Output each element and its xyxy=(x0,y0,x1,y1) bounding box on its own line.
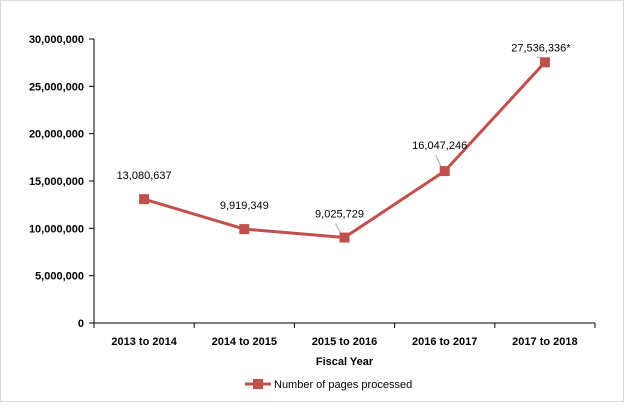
data-labels: 13,080,637 9,919,349 9,025,729 16,047,246 27… xyxy=(117,42,571,233)
legend: Number of pages processed xyxy=(245,379,412,391)
x-tick-label: 2016 to 2017 xyxy=(412,336,477,348)
x-tick-label: 2013 to 2014 xyxy=(111,336,177,348)
series-group xyxy=(139,57,550,243)
x-tick-label: 2015 to 2016 xyxy=(312,336,377,348)
x-axis-title: Fiscal Year xyxy=(316,356,374,368)
data-point xyxy=(539,57,550,68)
data-point xyxy=(239,224,250,235)
y-tick-label: 0 xyxy=(78,318,84,330)
data-label: 13,080,637 xyxy=(117,170,172,182)
legend-marker xyxy=(253,379,263,389)
x-tick-label: 2017 to 2018 xyxy=(512,336,577,348)
data-label: 9,025,729 xyxy=(315,209,364,221)
y-tick-label: 15,000,000 xyxy=(29,176,84,188)
leader-line xyxy=(335,223,341,233)
data-point xyxy=(139,194,150,205)
y-tick-label: 20,000,000 xyxy=(29,129,84,141)
data-label: 27,536,336* xyxy=(511,42,571,54)
x-tick-label: 2014 to 2015 xyxy=(212,336,277,348)
y-tick-label: 30,000,000 xyxy=(29,34,84,46)
y-tick-label: 10,000,000 xyxy=(29,223,84,235)
data-label: 16,047,246 xyxy=(412,140,467,152)
leader-line xyxy=(435,154,442,167)
data-point xyxy=(339,232,350,243)
data-label: 9,919,349 xyxy=(220,200,269,212)
y-tick-label: 25,000,000 xyxy=(29,81,84,93)
legend-label: Number of pages processed xyxy=(274,379,412,391)
x-axis-ticks: 2013 to 2014 2014 to 2015 2015 to 2016 2016… xyxy=(93,323,596,348)
data-point xyxy=(439,166,450,177)
y-tick-label: 5,000,000 xyxy=(35,271,84,283)
y-axis-ticks: 0 5,000,000 10,000,000 15,000,000 20,000,000… xyxy=(29,34,94,330)
